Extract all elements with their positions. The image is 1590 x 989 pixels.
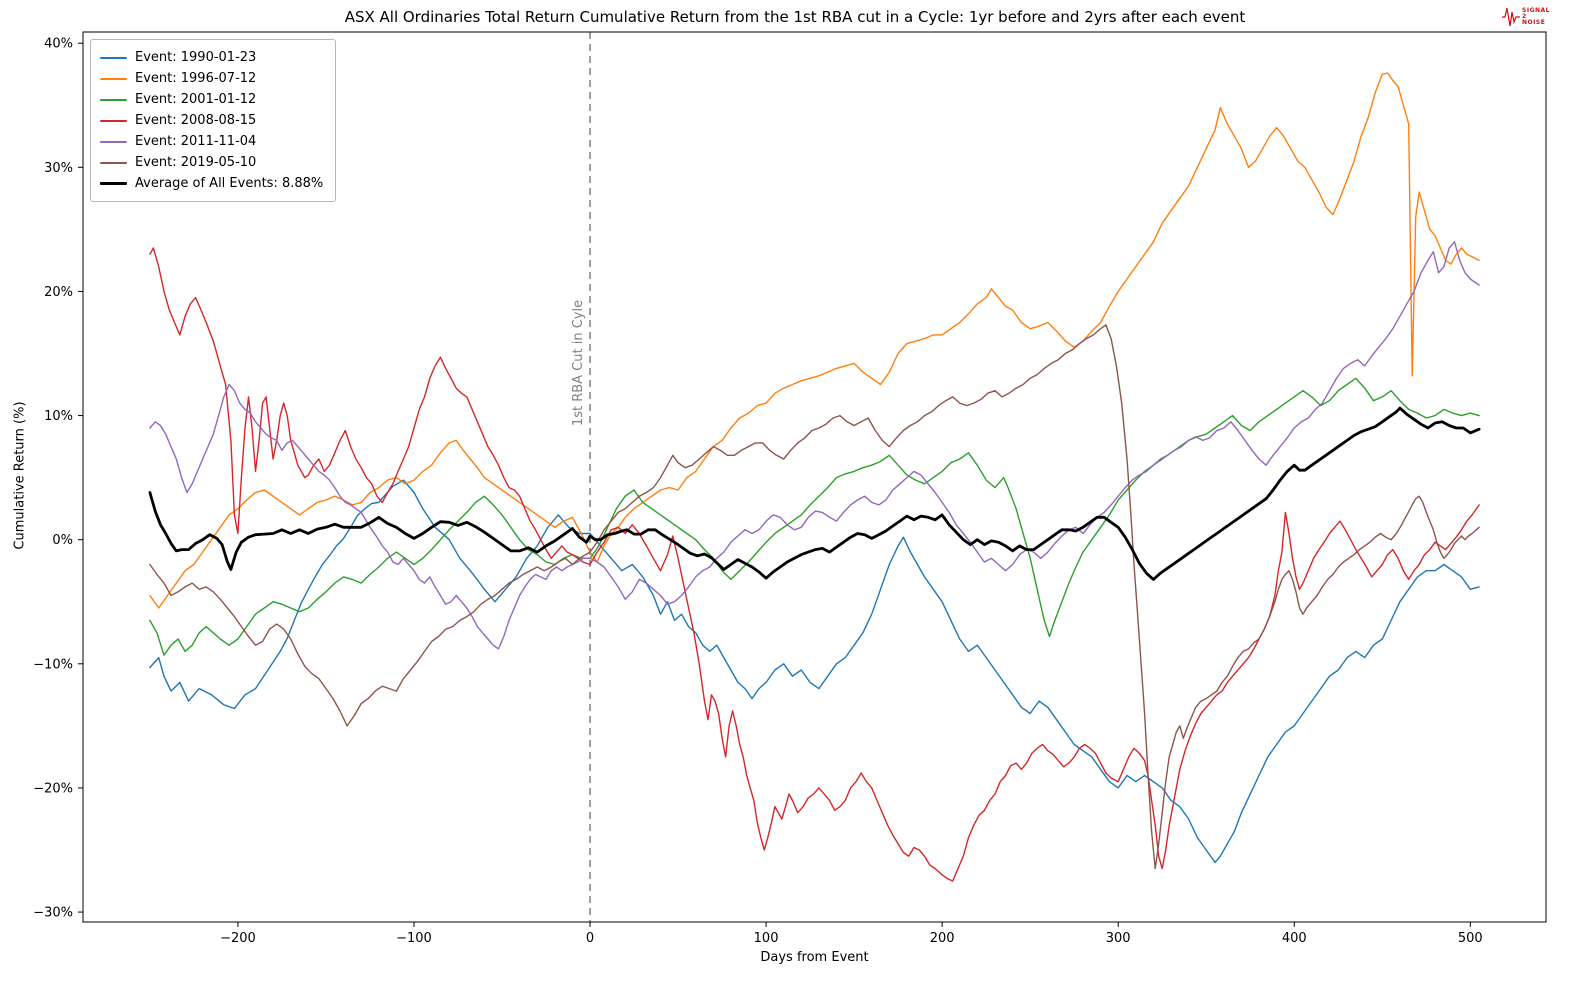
series-line-5 — [149, 241, 1480, 650]
legend-label: Event: 2001-01-12 — [135, 92, 257, 107]
legend-label: Event: 1990-01-23 — [135, 50, 257, 65]
legend-line-sample — [100, 181, 127, 186]
y-tick-label: 0% — [52, 533, 73, 548]
legend-item: Event: 2011-11-04 — [100, 131, 323, 152]
x-tick-label: −100 — [396, 931, 432, 946]
legend-line-sample — [100, 161, 127, 164]
y-tick-label: 30% — [44, 161, 73, 176]
logo-line-2: 2 — [1522, 12, 1527, 20]
legend-label: Event: 2019-05-10 — [135, 155, 257, 170]
y-tick-label: 40% — [44, 37, 73, 52]
legend-label: Event: 2008-08-15 — [135, 113, 257, 128]
x-tick-label: 200 — [930, 931, 955, 946]
legend-item: Average of All Events: 8.88% — [100, 173, 323, 194]
x-tick-label: 500 — [1458, 931, 1483, 946]
series-line-6 — [149, 324, 1480, 870]
y-tick-label: 10% — [44, 409, 73, 424]
brand-logo: SIGNAL 2 NOISE — [1502, 4, 1550, 30]
y-tick-label: −10% — [33, 657, 73, 672]
legend-item: Event: 1996-07-12 — [100, 68, 323, 89]
legend-label: Event: 1996-07-12 — [135, 71, 257, 86]
series-line-3 — [149, 377, 1480, 656]
series-line-1 — [149, 479, 1480, 864]
logo-text: SIGNAL 2 NOISE — [1522, 6, 1550, 27]
waveform-icon — [1502, 7, 1521, 27]
y-tick-label: −30% — [33, 906, 73, 921]
legend-line-sample — [100, 56, 127, 59]
legend-item: Event: 2001-01-12 — [100, 89, 323, 110]
legend-item: Event: 2008-08-15 — [100, 110, 323, 131]
legend-item: Event: 1990-01-23 — [100, 47, 323, 68]
legend-label: Event: 2011-11-04 — [135, 134, 257, 149]
x-tick-label: 0 — [586, 931, 594, 946]
logo-line-1: SIGNAL — [1522, 6, 1550, 14]
legend-line-sample — [100, 140, 127, 143]
legend-item: Event: 2019-05-10 — [100, 152, 323, 173]
y-tick-label: 20% — [44, 285, 73, 300]
x-tick-label: 400 — [1282, 931, 1307, 946]
chart-title: ASX All Ordinaries Total Return Cumulati… — [344, 8, 1246, 26]
y-tick-label: −20% — [33, 781, 73, 796]
axes-frame — [82, 31, 1547, 923]
x-axis-label: Days from Event — [760, 950, 869, 965]
x-tick-label: 100 — [754, 931, 779, 946]
series-line-7 — [148, 406, 1481, 581]
legend-label: Average of All Events: 8.88% — [135, 176, 324, 191]
legend-line-sample — [100, 77, 127, 80]
legend-line-sample — [100, 98, 127, 101]
series-line-4 — [149, 247, 1480, 882]
event-line-label: 1st RBA Cut in Cyle — [571, 300, 586, 426]
x-tick-label: 300 — [1106, 931, 1131, 946]
legend: Event: 1990-01-23 Event: 1996-07-12 Event:… — [90, 39, 337, 202]
logo-line-3: NOISE — [1522, 19, 1546, 27]
legend-line-sample — [100, 119, 127, 122]
x-tick-label: −200 — [220, 931, 256, 946]
